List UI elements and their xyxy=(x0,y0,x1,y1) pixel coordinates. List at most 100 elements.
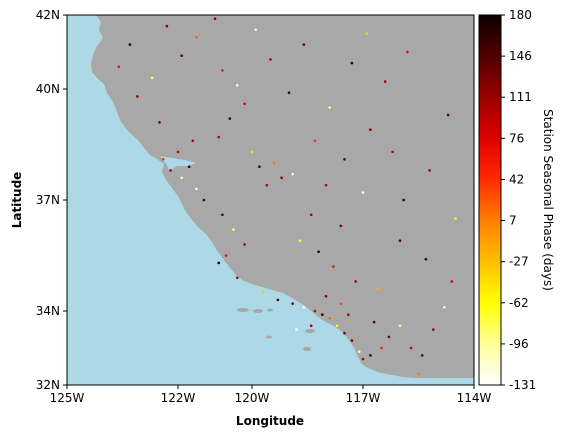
station-point xyxy=(324,294,328,298)
station-point xyxy=(180,54,183,57)
station-point xyxy=(302,43,306,46)
island xyxy=(266,335,272,339)
station-point xyxy=(165,24,169,28)
station-point xyxy=(428,169,431,172)
station-point xyxy=(276,298,280,302)
station-point xyxy=(343,331,346,335)
y-tick-label: 32N xyxy=(36,378,60,392)
colorbar-tick-label: 42 xyxy=(509,172,524,186)
station-point xyxy=(243,243,246,246)
colorbar-tick-label: -131 xyxy=(509,378,536,392)
station-point xyxy=(409,346,413,350)
station-point xyxy=(213,17,217,21)
station-point xyxy=(217,135,220,139)
y-tick-label: 37N xyxy=(36,193,60,207)
island xyxy=(305,329,315,333)
station-point xyxy=(321,313,324,317)
colorbar-ticks: 180 146 111 76 42 7 -27 -62 -96 -131 xyxy=(501,8,536,392)
station-point xyxy=(169,169,172,172)
island xyxy=(237,308,249,312)
station-point xyxy=(361,191,365,194)
station-point xyxy=(309,213,313,217)
station-point xyxy=(221,69,224,72)
station-point xyxy=(346,313,350,317)
station-point xyxy=(309,324,313,328)
station-point xyxy=(420,354,424,357)
station-point xyxy=(402,198,406,202)
station-point xyxy=(272,161,276,165)
x-axis-label: Longitude xyxy=(236,414,304,428)
station-point xyxy=(328,106,332,109)
colorbar-tick-label: 76 xyxy=(509,131,524,145)
station-point xyxy=(339,302,343,305)
sf-bay xyxy=(160,156,196,171)
station-point xyxy=(195,35,198,39)
x-tick-label: 114W xyxy=(457,391,492,405)
island xyxy=(303,347,311,351)
station-point xyxy=(317,250,320,254)
station-point xyxy=(391,150,394,154)
station-point xyxy=(417,372,420,376)
station-point xyxy=(224,254,228,257)
x-tick-label: 117W xyxy=(346,391,381,405)
station-point xyxy=(136,95,139,98)
y-tick-label: 34N xyxy=(36,304,60,318)
x-tick-label: 120W xyxy=(235,391,270,405)
station-point xyxy=(398,239,402,242)
station-point xyxy=(398,324,402,328)
station-point xyxy=(150,76,154,80)
station-point xyxy=(358,350,361,354)
colorbar-tick-label: 111 xyxy=(509,90,532,104)
station-point xyxy=(343,158,346,161)
station-point xyxy=(450,280,454,283)
station-point xyxy=(243,102,246,106)
station-point xyxy=(158,121,161,124)
y-axis: 32N 34N 37N 40N 42N xyxy=(36,8,67,392)
station-point xyxy=(280,176,283,180)
station-point xyxy=(261,291,265,294)
station-point xyxy=(250,150,254,154)
colorbar-tick-label: -96 xyxy=(509,337,529,351)
station-point xyxy=(254,28,257,32)
island xyxy=(253,309,263,313)
station-point xyxy=(228,117,232,120)
station-point xyxy=(369,128,372,131)
station-point xyxy=(187,165,191,168)
station-point xyxy=(446,113,450,117)
station-point xyxy=(295,328,298,331)
station-point xyxy=(324,183,328,187)
map-plot-area xyxy=(67,15,474,385)
station-point xyxy=(232,228,235,231)
station-point xyxy=(117,65,121,69)
station-point xyxy=(406,50,409,54)
station-point xyxy=(365,32,369,35)
station-point xyxy=(328,317,332,320)
colorbar-tick-label: 180 xyxy=(509,8,532,22)
station-point xyxy=(369,354,372,357)
station-point xyxy=(432,328,435,331)
island xyxy=(267,308,273,312)
colorbar: 180 146 111 76 42 7 -27 -62 -96 -131 Station Seas… xyxy=(478,8,555,392)
y-tick-label: 42N xyxy=(36,8,60,22)
colorbar-tick-label: -62 xyxy=(509,296,529,310)
station-point xyxy=(424,257,428,261)
station-point xyxy=(313,309,317,313)
colorbar-tick-label: -27 xyxy=(509,255,529,269)
station-point xyxy=(269,58,272,61)
x-axis: 125W 122W 120W 117W 114W xyxy=(50,385,492,405)
station-point xyxy=(361,357,365,361)
station-point xyxy=(235,276,239,280)
station-point xyxy=(265,183,269,187)
station-point xyxy=(287,91,291,94)
station-point xyxy=(217,261,220,265)
station-point xyxy=(176,150,180,154)
x-tick-label: 125W xyxy=(50,391,85,405)
station-point xyxy=(313,139,317,143)
station-point xyxy=(161,158,165,161)
station-point xyxy=(376,287,380,291)
x-tick-label: 122W xyxy=(161,391,196,405)
station-point xyxy=(291,172,295,176)
colorbar-label: Station Seasonal Phase (days) xyxy=(541,109,555,291)
station-point xyxy=(291,302,295,305)
